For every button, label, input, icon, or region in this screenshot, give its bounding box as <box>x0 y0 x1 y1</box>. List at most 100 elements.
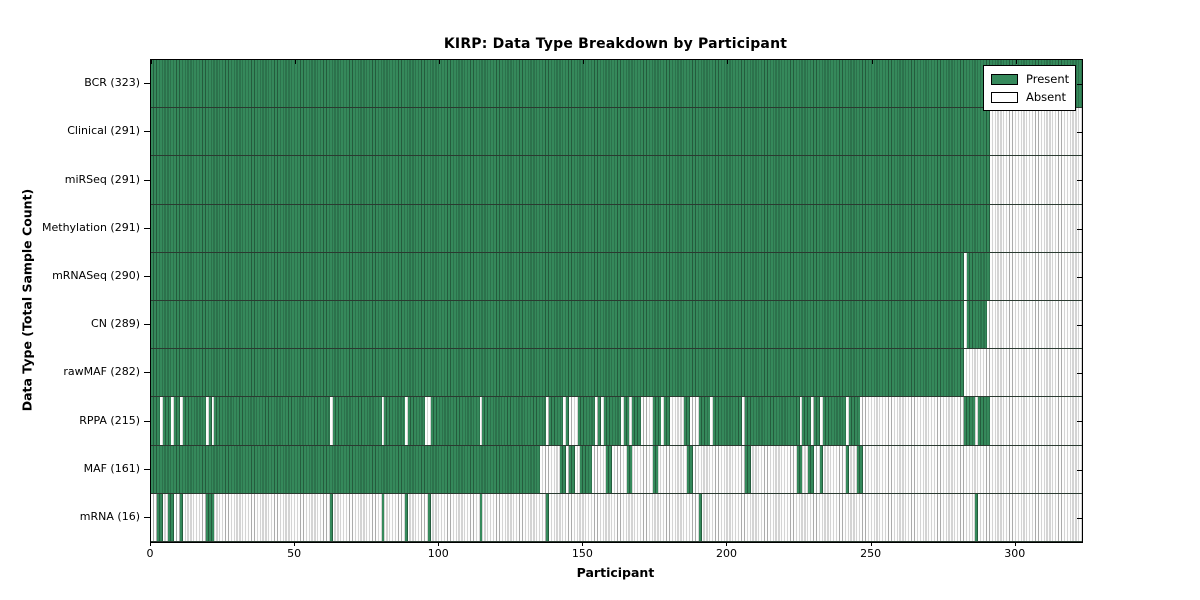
present-segment <box>151 108 990 156</box>
present-segment <box>568 445 575 493</box>
x-tick-bottom <box>726 542 728 546</box>
y-tick-left <box>144 131 150 133</box>
present-segment <box>652 445 659 493</box>
present-segment <box>744 397 800 445</box>
present-swatch-icon <box>991 73 1018 85</box>
y-tick-left <box>144 227 150 229</box>
present-segment <box>151 252 964 300</box>
present-segment <box>848 397 861 445</box>
present-segment <box>606 445 613 493</box>
x-tick-top <box>439 60 441 64</box>
x-tick-bottom <box>294 542 296 546</box>
present-segment <box>687 445 693 493</box>
present-segment <box>975 493 979 541</box>
x-tick-bottom <box>582 542 584 546</box>
present-segment <box>744 445 751 493</box>
x-tick-label: 150 <box>571 547 593 560</box>
row-mRNA <box>151 493 1082 542</box>
y-tick-label-Methylation: Methylation (291) <box>42 220 140 234</box>
present-segment <box>796 445 803 493</box>
y-tick-right <box>1077 421 1082 423</box>
y-tick-right <box>1077 325 1082 327</box>
present-segment <box>404 493 408 541</box>
row-Clinical <box>151 108 1082 157</box>
y-tick-right <box>1077 373 1082 375</box>
present-segment <box>162 397 172 445</box>
y-tick-label-MAF: MAF (161) <box>83 461 140 475</box>
present-segment <box>577 397 595 445</box>
x-tick-bottom <box>870 542 872 546</box>
x-tick-top <box>871 60 873 64</box>
present-segment <box>822 397 846 445</box>
y-tick-label-miRSeq: miRSeq (291) <box>64 172 140 186</box>
y-tick-label-mRNASeq: mRNASeq (290) <box>52 268 140 282</box>
row-RPPA <box>151 397 1082 446</box>
present-segment <box>845 445 849 493</box>
present-segment <box>208 397 212 445</box>
x-tick-top <box>1015 60 1017 64</box>
y-tick-right <box>1077 469 1082 471</box>
present-segment <box>151 300 964 349</box>
present-segment <box>151 204 990 252</box>
y-tick-left <box>144 420 150 422</box>
x-tick-bottom <box>1014 542 1016 546</box>
present-segment <box>978 397 990 445</box>
y-tick-left <box>144 83 150 85</box>
present-segment <box>966 300 987 349</box>
present-segment <box>407 397 425 445</box>
y-tick-label-RPPA: RPPA (215) <box>79 413 140 427</box>
present-segment <box>664 397 670 445</box>
present-segment <box>698 493 702 541</box>
present-segment <box>808 445 814 493</box>
y-tick-right <box>1077 276 1082 278</box>
row-CN <box>151 300 1082 350</box>
present-segment <box>479 493 483 541</box>
y-tick-label-CN: CN (289) <box>91 317 140 331</box>
present-segment <box>652 397 662 445</box>
y-tick-label-mRNA: mRNA (16) <box>79 509 140 523</box>
present-segment <box>623 397 630 445</box>
y-tick-left <box>144 468 150 470</box>
y-tick-left <box>144 179 150 181</box>
present-segment <box>698 397 711 445</box>
present-segment <box>482 397 546 445</box>
present-segment <box>597 397 601 445</box>
y-tick-left <box>144 372 150 374</box>
chart-title: KIRP: Data Type Breakdown by Participant <box>443 36 788 52</box>
x-tick-label: 200 <box>715 547 737 560</box>
plot-area <box>150 59 1083 543</box>
present-segment <box>151 445 541 493</box>
y-tick-label-rawMAF: rawMAF (282) <box>63 365 140 379</box>
present-segment <box>174 397 180 445</box>
present-segment <box>713 397 742 445</box>
legend-entry-present: Present <box>984 70 1075 88</box>
x-tick-label: 50 <box>287 547 302 560</box>
present-segment <box>329 493 333 541</box>
y-tick-right <box>1077 132 1082 134</box>
present-segment <box>566 397 569 445</box>
present-segment <box>332 397 382 445</box>
x-tick-top <box>151 60 152 64</box>
present-segment <box>963 397 976 445</box>
present-segment <box>384 397 405 445</box>
y-tick-left <box>144 324 150 326</box>
present-segment <box>151 397 160 445</box>
legend-label-absent: Absent <box>1026 90 1067 104</box>
legend-entry-absent: Absent <box>984 88 1075 106</box>
y-tick-right <box>1077 180 1082 182</box>
legend-label-present: Present <box>1026 72 1070 86</box>
present-segment <box>151 60 1082 108</box>
row-rawMAF <box>151 349 1082 398</box>
present-segment <box>548 397 564 445</box>
absent-swatch-icon <box>991 91 1018 103</box>
present-segment <box>179 493 183 541</box>
present-segment <box>545 493 549 541</box>
present-segment <box>819 445 823 493</box>
present-segment <box>626 445 633 493</box>
y-tick-right <box>1077 84 1082 86</box>
present-segment <box>381 493 385 541</box>
present-segment <box>151 349 964 397</box>
present-segment <box>156 493 163 541</box>
present-segment <box>857 445 863 493</box>
